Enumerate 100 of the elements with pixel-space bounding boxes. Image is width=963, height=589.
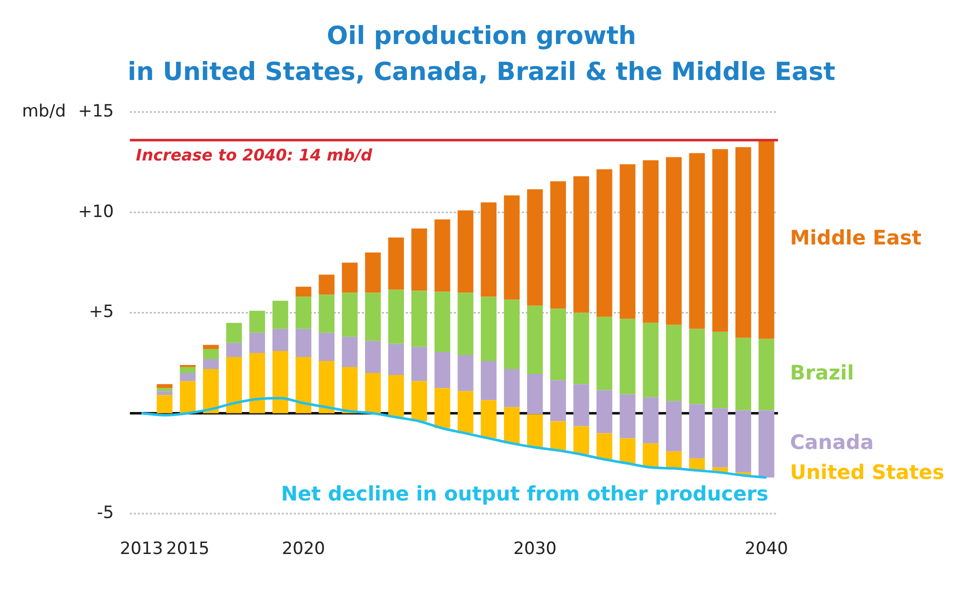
bar [203, 348, 219, 359]
bar [573, 426, 590, 454]
bar [342, 262, 358, 293]
bar [527, 306, 543, 374]
bar [620, 438, 636, 464]
bar [249, 332, 266, 353]
bar [156, 391, 172, 396]
bar [642, 443, 659, 468]
bar [434, 352, 450, 388]
bar [527, 414, 543, 448]
bar [411, 290, 428, 347]
bar [666, 157, 682, 325]
bar [480, 360, 497, 400]
bar [388, 290, 404, 344]
bar [458, 354, 474, 392]
bar [758, 410, 774, 478]
bar [411, 381, 428, 422]
bar [411, 346, 428, 382]
bar [527, 189, 543, 306]
bar [504, 300, 520, 370]
bar [365, 340, 381, 374]
bar [620, 394, 636, 438]
y-tick-label: +5 [88, 302, 114, 322]
bar [642, 322, 659, 398]
x-tick-label: 2020 [282, 539, 326, 560]
bar [458, 210, 474, 293]
bar [388, 238, 404, 290]
y-tick-label: +15 [78, 101, 114, 122]
bar [180, 367, 196, 374]
bar [365, 292, 381, 341]
bar [573, 176, 590, 313]
bar [620, 164, 636, 319]
series-label: Canada [790, 430, 874, 454]
bar [550, 421, 566, 450]
bar [342, 336, 358, 368]
bar [203, 344, 219, 349]
bar [272, 328, 288, 351]
bar [388, 344, 404, 376]
bar [388, 375, 404, 418]
bar [342, 367, 358, 414]
bar [458, 391, 474, 434]
bar [272, 350, 288, 414]
bar [758, 338, 774, 410]
bar [180, 373, 196, 382]
series-label: United States [790, 460, 944, 484]
bar [296, 296, 312, 329]
bar [411, 228, 428, 291]
bar [596, 169, 612, 317]
y-tick-label: -5 [96, 503, 114, 524]
bar [226, 322, 242, 343]
bar [203, 358, 219, 370]
bar [318, 360, 334, 414]
bar [596, 390, 612, 434]
bar [480, 202, 497, 297]
bar [156, 384, 172, 388]
bar [550, 308, 566, 380]
bar [596, 433, 612, 460]
bar [480, 296, 497, 361]
bar [226, 342, 242, 357]
bar [527, 374, 543, 414]
bar [342, 292, 358, 337]
series-label: Middle East [790, 226, 922, 250]
bar [365, 252, 381, 293]
bar [666, 324, 682, 402]
bar [735, 410, 752, 472]
bar [434, 292, 450, 352]
bar [550, 181, 566, 309]
bar [318, 294, 334, 333]
bar [318, 332, 334, 361]
bar [249, 310, 266, 333]
line-series [140, 396, 768, 479]
bar [296, 356, 312, 414]
bar [504, 369, 520, 408]
bar [504, 407, 520, 444]
series-label: Net decline in output from other producers [281, 482, 768, 506]
bar [458, 292, 474, 355]
bar [689, 328, 705, 404]
bar [573, 384, 590, 426]
x-tick-label: 2013 [120, 539, 164, 560]
y-tick-label: +10 [78, 202, 114, 222]
bar [365, 373, 381, 414]
bar [318, 274, 334, 295]
bar [480, 400, 497, 438]
bar [596, 316, 612, 390]
bar [550, 380, 566, 422]
bar [203, 369, 219, 414]
bar [434, 219, 450, 292]
series-label: Brazil [790, 360, 854, 385]
bar [689, 404, 705, 458]
x-tick-label: 2040 [744, 539, 788, 560]
bar [712, 149, 728, 332]
bar [758, 140, 774, 339]
bar [642, 397, 659, 444]
bar [735, 147, 752, 338]
bar [642, 160, 659, 323]
bar [666, 401, 682, 452]
x-tick-label: 2015 [166, 539, 210, 560]
bar [712, 408, 728, 468]
bar [689, 153, 705, 329]
bar [434, 388, 450, 428]
